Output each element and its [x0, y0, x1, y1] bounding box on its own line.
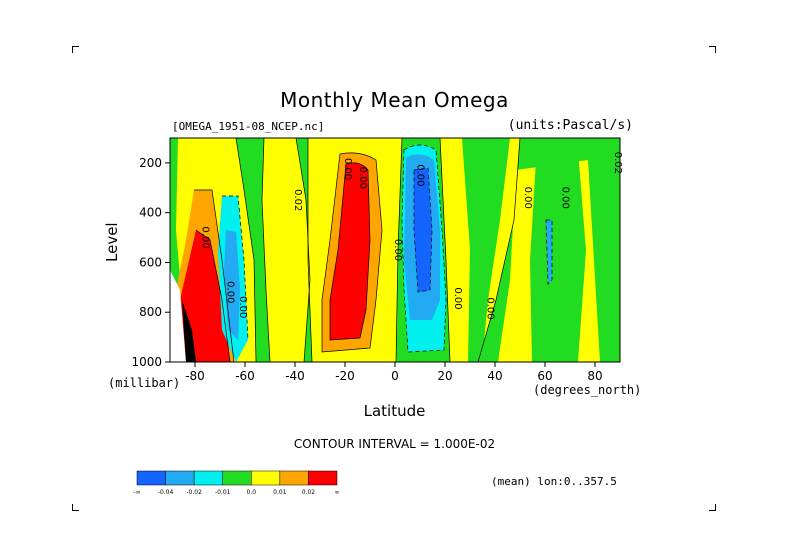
colorbar-swatch	[165, 470, 195, 486]
x-tick-label: -80	[185, 369, 205, 383]
colorbar-label: ∞	[335, 489, 340, 496]
x-tick-label: 20	[437, 369, 452, 383]
x-tick-label: 60	[537, 369, 552, 383]
contour-label: 0.02	[292, 189, 303, 211]
contour-label: 0.00	[415, 164, 426, 186]
x-tick-label: 40	[487, 369, 502, 383]
chart-title: Monthly Mean Omega	[280, 88, 509, 112]
contour-label: 0.00	[452, 287, 463, 309]
contour-label: 0.00	[225, 281, 236, 303]
colorbar-swatch	[251, 470, 281, 486]
colorbar-swatch	[222, 470, 252, 486]
negative-contour-lines	[222, 144, 553, 353]
y-tick-label: 800	[139, 305, 162, 319]
contour-fill-green	[462, 138, 510, 362]
colorbar-swatch	[279, 470, 309, 486]
y-tick-label: 1000	[131, 355, 162, 369]
corner-mark-bottom-right	[709, 504, 716, 511]
contour-label: 0.00	[522, 187, 533, 209]
contour-interval: CONTOUR INTERVAL = 1.000E-02	[293, 437, 496, 451]
colorbar-label: 0.01	[273, 489, 287, 496]
contour-label: 0.00	[237, 296, 248, 318]
x-tick-label: -40	[285, 369, 305, 383]
y-tick-label: 600	[139, 255, 162, 269]
colorbar-label: -0.02	[186, 489, 202, 496]
contour-label: 0.00	[485, 297, 496, 319]
file-label: [OMEGA_1951-08_NCEP.nc]	[172, 120, 325, 133]
x-axis-ticks: -80 -60 -40 -20 0 20 40 60 80	[185, 362, 603, 383]
contour-fill-red	[330, 162, 370, 340]
x-tick-label: -20	[335, 369, 355, 383]
region-label: (mean) lon:0..357.5	[491, 475, 617, 488]
x-tick-label: -60	[235, 369, 255, 383]
y-tick-label: 400	[139, 206, 162, 220]
colorbar-label: 0.02	[302, 489, 316, 496]
x-tick-label: 80	[587, 369, 602, 383]
colorbar-swatch	[308, 470, 338, 486]
colorbar: -∞ -0.04 -0.02 -0.01 0.0 0.01 0.02 ∞	[133, 470, 340, 496]
x-axis-unit: (degrees_north)	[533, 383, 642, 397]
y-axis-unit: (millibar)	[108, 376, 181, 390]
contour-fill-dark-blue	[414, 168, 432, 292]
contour-label: 0.00	[357, 167, 368, 189]
terrain-mask	[170, 270, 186, 362]
corner-mark-top-right	[709, 46, 716, 53]
colorbar-label: -0.04	[158, 489, 174, 496]
units-label: (units:Pascal/s)	[507, 118, 633, 133]
contour-label: 0.00	[560, 187, 571, 209]
corner-mark-top-left	[72, 46, 79, 53]
colorbar-label: -0.01	[215, 489, 231, 496]
colorbar-swatch	[193, 470, 223, 486]
corner-mark-bottom-left	[72, 504, 79, 511]
contour-fill-green	[530, 150, 586, 362]
x-axis-label: Latitude	[363, 402, 426, 420]
y-axis-ticks: 200 400 600 800 1000	[131, 156, 170, 369]
contour-label: 0.02	[612, 152, 623, 174]
contour-label: 0.00	[392, 239, 403, 261]
colorbar-swatch	[136, 470, 166, 486]
filled-contours	[170, 138, 620, 362]
contour-fill-red	[180, 230, 230, 362]
colorbar-label: -∞	[133, 489, 140, 496]
terrain-mask	[182, 300, 196, 362]
contour-label-layer: 0.000.000.000.00 0.000.000.000.00 0.000.00…	[200, 152, 624, 320]
contour-lines	[194, 138, 521, 362]
x-tick-label: 0	[391, 369, 399, 383]
contour-label: 0.00	[200, 226, 211, 248]
contour-label: 0.00	[342, 158, 353, 180]
y-tick-label: 200	[139, 156, 162, 170]
colorbar-label: 0.0	[247, 489, 257, 496]
contour-fill-green	[598, 138, 620, 362]
contour-fill-yellow	[262, 138, 310, 362]
